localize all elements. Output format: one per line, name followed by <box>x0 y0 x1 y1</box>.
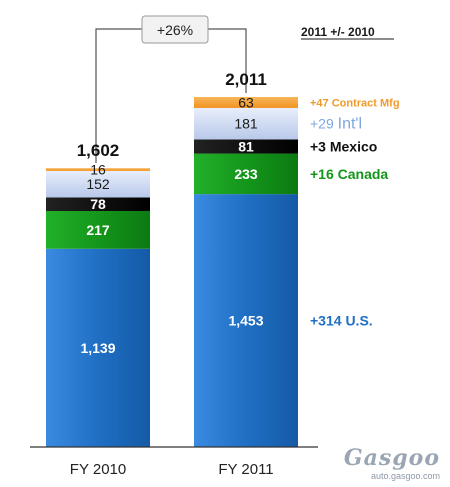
data-label-fy-2011-mexico: 81 <box>238 139 254 155</box>
x-tick-fy-2010: FY 2010 <box>70 461 126 478</box>
watermark: Gasgoo auto.gasgoo.com <box>344 445 440 481</box>
bar-fy-2011-int-l <box>194 107 298 140</box>
watermark-logo: Gasgoo <box>343 445 440 471</box>
legend-delta-canada: +16 <box>310 166 338 182</box>
data-label-fy-2011-u-s: 1,453 <box>228 313 263 329</box>
total-label-fy-2010: 1,602 <box>77 141 120 160</box>
legend: +314 U.S. +16 Canada +3 Mexico +29 Int'l +47… <box>310 97 400 328</box>
data-label-fy-2011-contract-mfg: 63 <box>238 94 254 110</box>
bar-fy-2011-contract-mfg <box>194 97 298 108</box>
legend-name-contract-mfg: Contract Mfg <box>332 97 400 109</box>
total-label-fy-2011: 2,011 <box>225 70 267 89</box>
legend-item-int-l: +29 Int'l <box>310 116 362 133</box>
legend-delta-contract-mfg: +47 <box>310 97 332 109</box>
legend-name-u-s: U.S. <box>345 313 372 329</box>
data-label-fy-2010-canada: 217 <box>86 222 110 238</box>
bar-fy-2010-mexico <box>46 197 150 211</box>
legend-name-mexico: Mexico <box>330 139 377 155</box>
x-tick-fy-2011: FY 2011 <box>218 461 273 478</box>
bar-fy-2010-canada <box>46 210 150 249</box>
legend-name-int-l: Int'l <box>338 116 362 133</box>
growth-label-box <box>141 15 209 44</box>
legend-header: 2011 +/- 2010 <box>301 25 375 39</box>
data-label-fy-2010-contract-mfg: 16 <box>90 162 106 178</box>
watermark-url: auto.gasgoo.com <box>370 471 440 481</box>
growth-label: +26% <box>157 22 193 38</box>
legend-delta-u-s: +314 <box>310 313 345 329</box>
data-label-fy-2010-mexico: 78 <box>90 196 106 212</box>
legend-delta-int-l: +29 <box>310 116 338 132</box>
data-label-fy-2011-int-l: 181 <box>234 116 258 132</box>
legend-item-u-s: +314 U.S. <box>310 313 373 329</box>
legend-item-canada: +16 Canada <box>310 166 388 182</box>
growth-connector-line <box>95 28 247 163</box>
bar-fy-2010-contract-mfg <box>46 168 150 171</box>
bar-fy-2011-u-s <box>194 194 298 447</box>
legend-item-mexico: +3 Mexico <box>310 139 377 155</box>
bar-fy-2011-canada <box>194 153 298 195</box>
bar-fy-2011-mexico <box>194 139 298 154</box>
legend-delta-mexico: +3 <box>310 139 330 155</box>
data-label-fy-2011-canada: 233 <box>234 166 258 182</box>
bar-fy-2010-int-l <box>46 170 150 198</box>
data-label-fy-2010-u-s: 1,139 <box>80 340 115 356</box>
legend-item-contract-mfg: +47 Contract Mfg <box>310 97 400 109</box>
data-label-fy-2010-int-l: 152 <box>86 176 110 192</box>
legend-name-canada: Canada <box>338 166 389 182</box>
bar-fy-2010-u-s <box>46 248 150 447</box>
